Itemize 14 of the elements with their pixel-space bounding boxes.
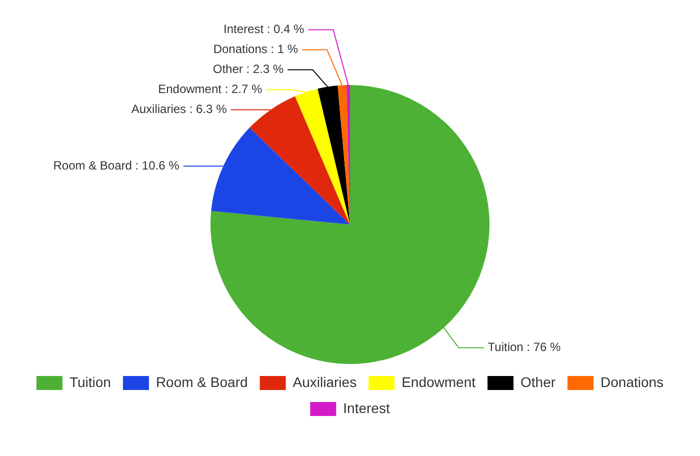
data-label: Auxiliaries : 6.3 %	[131, 102, 228, 116]
data-label: Endowment : 2.7 %	[158, 82, 263, 96]
legend-label: Endowment	[402, 374, 476, 390]
legend-label: Other	[520, 374, 556, 390]
legend-label: Donations	[600, 374, 664, 390]
data-label: Room & Board : 10.6 %	[53, 158, 180, 172]
legend-label: Auxiliaries	[292, 374, 357, 390]
data-label: Other : 2.3 %	[212, 62, 284, 76]
data-label: Tuition : 76 %	[488, 340, 562, 354]
legend-label: Room & Board	[156, 374, 248, 390]
legend-label: Tuition	[69, 374, 111, 390]
legend-label: Interest	[343, 400, 390, 416]
data-label: Donations : 1 %	[213, 42, 298, 56]
data-label: Interest : 0.4 %	[224, 22, 305, 36]
